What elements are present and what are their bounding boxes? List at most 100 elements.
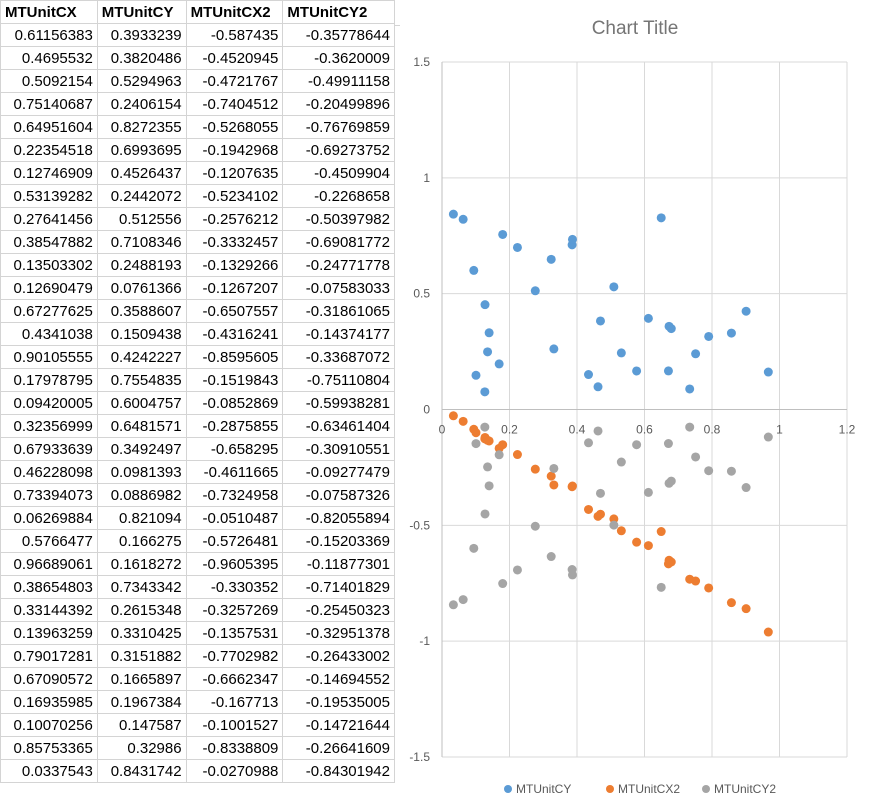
data-point-mtunitcx2[interactable] xyxy=(704,583,714,593)
table-cell[interactable]: -0.50397982 xyxy=(282,207,395,231)
data-point-mtunitcy2[interactable] xyxy=(663,439,673,449)
table-cell[interactable]: -0.8595605 xyxy=(185,345,284,369)
table-cell[interactable]: -0.69081772 xyxy=(282,230,395,254)
data-point-mtunitcy[interactable] xyxy=(616,348,626,358)
table-cell[interactable]: 0.6481571 xyxy=(96,414,187,438)
table-cell[interactable]: 0.90105555 xyxy=(0,345,98,369)
table-cell[interactable]: -0.84301942 xyxy=(282,759,395,783)
data-point-mtunitcy[interactable] xyxy=(632,366,642,376)
table-cell[interactable]: -0.26433002 xyxy=(282,644,395,668)
data-point-mtunitcy2[interactable] xyxy=(616,457,626,467)
table-cell[interactable]: 0.0761366 xyxy=(96,276,187,300)
data-point-mtunitcy2[interactable] xyxy=(458,595,468,605)
data-point-mtunitcy2[interactable] xyxy=(691,452,701,462)
table-cell[interactable]: 0.4242227 xyxy=(96,345,187,369)
column-header-mtunitcx[interactable]: MTUnitCX xyxy=(0,0,98,24)
chart-legend[interactable]: MTUnitCY MTUnitCX2 MTUnitCY2 xyxy=(504,782,776,796)
data-point-mtunitcx2[interactable] xyxy=(484,436,494,446)
table-cell[interactable]: 0.3151882 xyxy=(96,644,187,668)
table-cell[interactable]: 0.61156383 xyxy=(0,23,98,47)
table-cell[interactable]: -0.1329266 xyxy=(185,253,284,277)
data-point-mtunitcx2[interactable] xyxy=(471,428,481,438)
table-cell[interactable]: 0.4341038 xyxy=(0,322,98,346)
column-header-mtunitcy[interactable]: MTUnitCY xyxy=(96,0,187,24)
data-point-mtunitcy2[interactable] xyxy=(480,509,490,519)
data-point-mtunitcx2[interactable] xyxy=(448,411,458,421)
table-cell[interactable]: 0.7108346 xyxy=(96,230,187,254)
data-point-mtunitcx2[interactable] xyxy=(530,464,540,474)
table-cell[interactable]: -0.4520945 xyxy=(185,46,284,70)
table-cell[interactable]: -0.59938281 xyxy=(282,391,395,415)
table-cell[interactable]: -0.7702982 xyxy=(185,644,284,668)
table-cell[interactable]: 0.85753365 xyxy=(0,736,98,760)
table-cell[interactable]: -0.2875855 xyxy=(185,414,284,438)
table-cell[interactable]: 0.6004757 xyxy=(96,391,187,415)
table-cell[interactable]: -0.35778644 xyxy=(282,23,395,47)
table-cell[interactable]: 0.2406154 xyxy=(96,92,187,116)
table-cell[interactable]: -0.167713 xyxy=(185,690,284,714)
chart-title[interactable]: Chart Title xyxy=(592,18,679,39)
table-cell[interactable]: -0.14694552 xyxy=(282,667,395,691)
table-cell[interactable]: 0.0886982 xyxy=(96,483,187,507)
table-cell[interactable]: -0.0270988 xyxy=(185,759,284,783)
data-point-mtunitcy[interactable] xyxy=(643,313,653,323)
data-point-mtunitcy2[interactable] xyxy=(666,476,676,486)
table-cell[interactable]: 0.17978795 xyxy=(0,368,98,392)
table-cell[interactable]: 0.5766477 xyxy=(0,529,98,553)
table-cell[interactable]: -0.82055894 xyxy=(282,506,395,530)
spreadsheet-grid[interactable]: MTUnitCX MTUnitCY MTUnitCX2 MTUnitCY2 0.… xyxy=(0,0,395,810)
table-cell[interactable]: 0.13503302 xyxy=(0,253,98,277)
data-point-mtunitcy[interactable] xyxy=(691,349,701,359)
table-cell[interactable]: -0.1942968 xyxy=(185,138,284,162)
table-cell[interactable]: 0.821094 xyxy=(96,506,187,530)
data-point-mtunitcy2[interactable] xyxy=(685,422,695,432)
table-cell[interactable]: -0.0852869 xyxy=(185,391,284,415)
data-point-mtunitcx2[interactable] xyxy=(546,471,556,481)
table-cell[interactable]: -0.9605395 xyxy=(185,552,284,576)
table-cell[interactable]: 0.6993695 xyxy=(96,138,187,162)
table-cell[interactable]: -0.1001527 xyxy=(185,713,284,737)
scatter-chart[interactable]: Chart Title 1.5 1 0.5 0 -0.5 -1 -1.5 0 0.2 0.4 0.6… xyxy=(400,0,875,810)
data-point-mtunitcx2[interactable] xyxy=(494,443,504,453)
table-cell[interactable]: 0.38654803 xyxy=(0,575,98,599)
data-point-mtunitcx2[interactable] xyxy=(458,416,468,426)
data-point-mtunitcy[interactable] xyxy=(480,387,490,397)
table-cell[interactable]: -0.7324958 xyxy=(185,483,284,507)
table-cell[interactable]: -0.69273752 xyxy=(282,138,395,162)
table-cell[interactable]: -0.4611665 xyxy=(185,460,284,484)
data-point-mtunitcy[interactable] xyxy=(685,384,695,394)
data-point-mtunitcx2[interactable] xyxy=(632,537,642,547)
data-point-mtunitcx2[interactable] xyxy=(609,514,619,524)
data-point-mtunitcx2[interactable] xyxy=(685,574,695,584)
table-cell[interactable]: -0.71401829 xyxy=(282,575,395,599)
legend-entry-mtunitcy2[interactable]: MTUnitCY2 xyxy=(702,782,776,796)
table-cell[interactable]: 0.1618272 xyxy=(96,552,187,576)
data-point-mtunitcy[interactable] xyxy=(530,286,540,296)
table-cell[interactable]: 0.67933639 xyxy=(0,437,98,461)
legend-entry-mtunitcx2[interactable]: MTUnitCX2 xyxy=(606,782,680,796)
table-cell[interactable]: -0.32951378 xyxy=(282,621,395,645)
data-point-mtunitcy2[interactable] xyxy=(480,422,490,432)
table-cell[interactable]: -0.14721644 xyxy=(282,713,395,737)
table-cell[interactable]: 0.06269884 xyxy=(0,506,98,530)
data-point-mtunitcy2[interactable] xyxy=(593,426,603,436)
table-cell[interactable]: -0.24771778 xyxy=(282,253,395,277)
data-point-mtunitcx2[interactable] xyxy=(567,481,577,491)
table-cell[interactable]: 0.0337543 xyxy=(0,759,98,783)
data-point-mtunitcy2[interactable] xyxy=(584,438,594,448)
data-point-mtunitcy2[interactable] xyxy=(448,600,458,610)
data-point-mtunitcy2[interactable] xyxy=(567,570,577,580)
table-cell[interactable]: 0.8272355 xyxy=(96,115,187,139)
table-cell[interactable]: 0.73394073 xyxy=(0,483,98,507)
data-point-mtunitcy[interactable] xyxy=(546,254,556,264)
data-point-mtunitcy2[interactable] xyxy=(484,481,494,491)
data-point-mtunitcy2[interactable] xyxy=(498,579,508,589)
data-point-mtunitcy[interactable] xyxy=(595,316,605,326)
table-cell[interactable]: 0.3820486 xyxy=(96,46,187,70)
data-point-mtunitcy[interactable] xyxy=(741,306,751,316)
table-cell[interactable]: -0.33687072 xyxy=(282,345,395,369)
table-cell[interactable]: 0.33144392 xyxy=(0,598,98,622)
table-cell[interactable]: 0.1967384 xyxy=(96,690,187,714)
data-point-mtunitcy[interactable] xyxy=(458,214,468,224)
table-cell[interactable]: -0.2576212 xyxy=(185,207,284,231)
